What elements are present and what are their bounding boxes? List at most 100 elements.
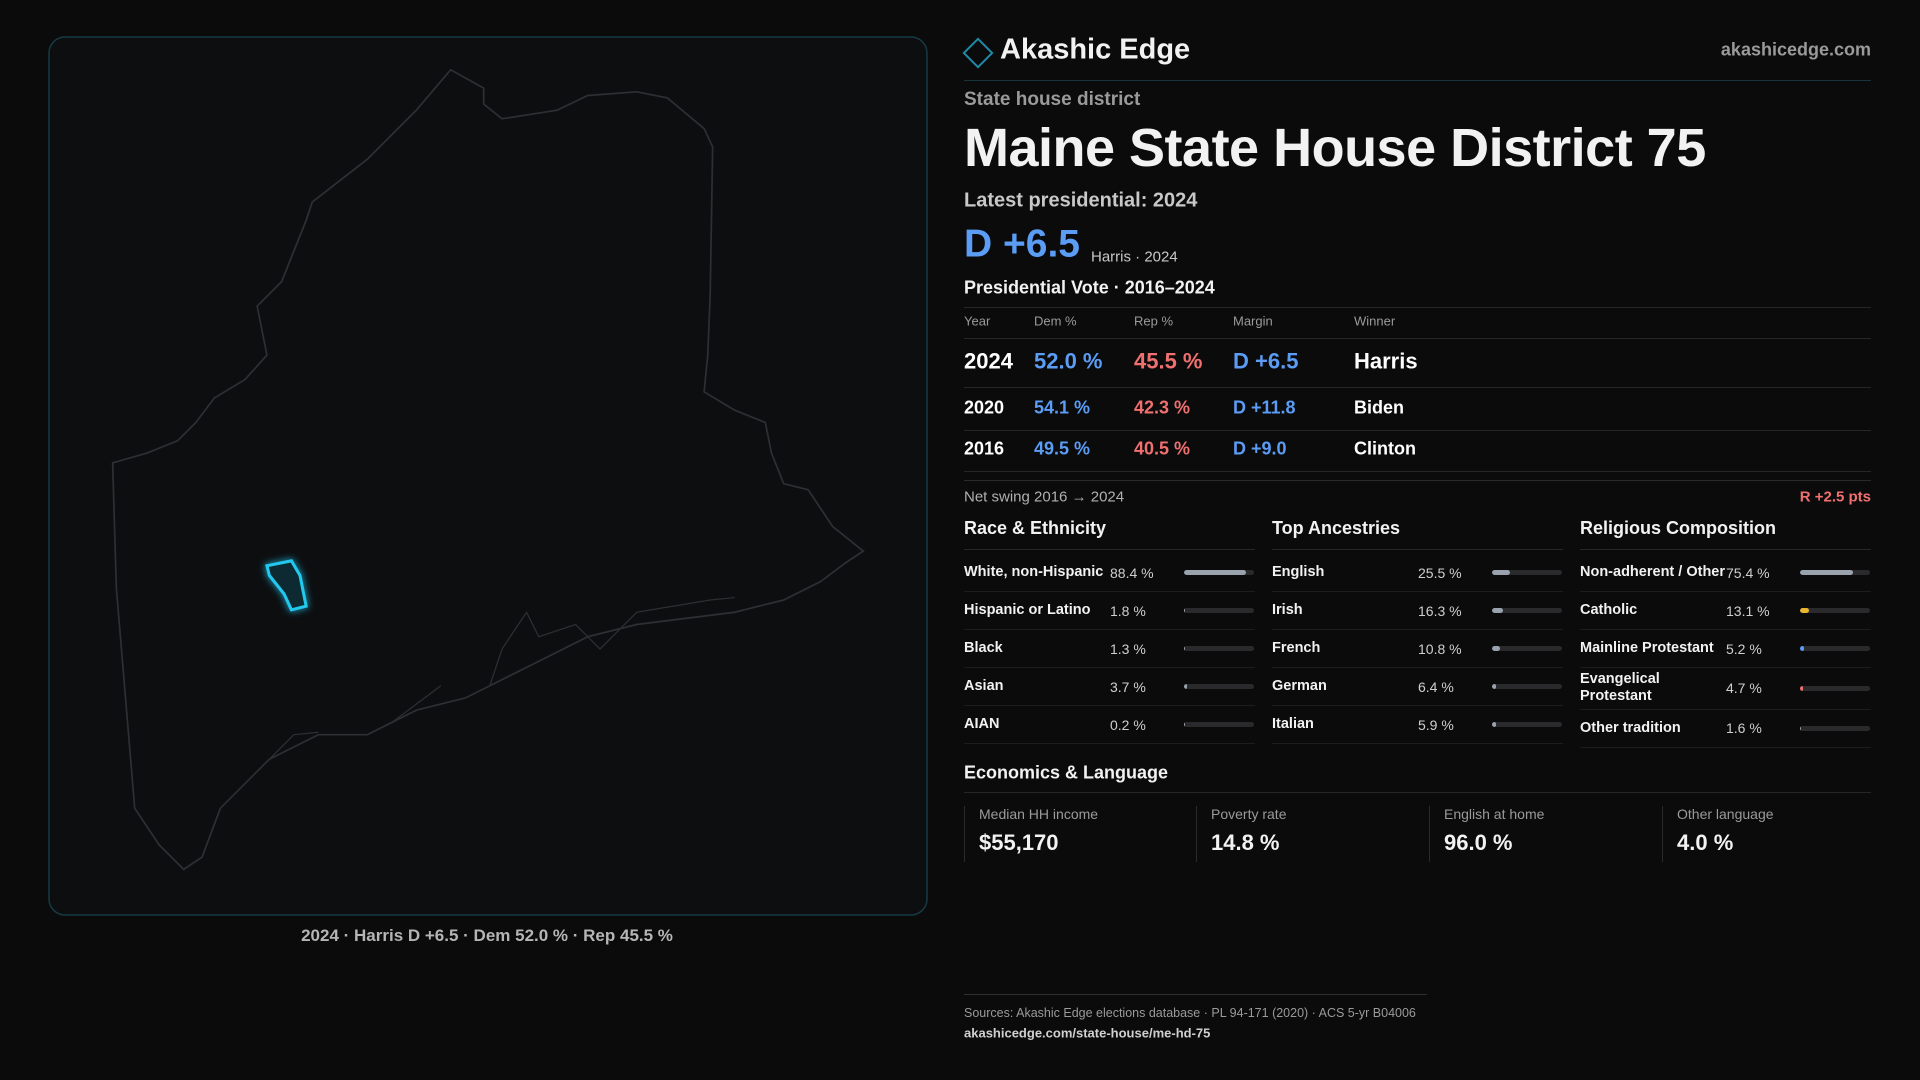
stat-label: English [1272,563,1325,580]
econ-card: Poverty rate 14.8 % [1196,806,1411,862]
stat-row: Mainline Protestant 5.2 % [1580,630,1871,668]
district-highlight [265,559,308,612]
bar [1184,608,1186,613]
table-cell: Biden [1354,397,1405,418]
stat-row: German 6.4 % [1272,668,1563,706]
site[interactable]: akashicedge.com [1720,39,1871,60]
bar-track [1492,646,1562,651]
bar-track [1492,570,1562,575]
stat-value: 5.2 % [1726,640,1762,657]
divider [964,80,1871,81]
bar-track [1492,608,1562,613]
url[interactable]: akashicedge.com/state-house/me-hd-75 [964,1025,1211,1041]
econ-title: Economics & Language [964,762,1169,783]
stat-value: 4.7 % [1726,680,1762,697]
stat-label: White, non-Hispanic [964,563,1104,580]
ancestry-column: Top Ancestries English 25.5 % Irish 16.3 % Fr… [1272,518,1563,744]
table-cell: Clinton [1354,438,1416,459]
table-cell: 2020 [964,397,1005,418]
econ-value: $55,170 [979,830,1059,855]
map-caption: 2024 · Harris D +6.5 · Dem 52.0 % · Rep … [301,926,673,946]
bar-track [1800,646,1870,651]
stat-value: 25.5 % [1418,564,1462,581]
kind: State house district [964,89,1141,111]
stat-label: Other tradition [1580,719,1681,736]
stat-value: 16.3 % [1418,602,1462,619]
stat-row: English 25.5 % [1272,554,1563,592]
stat-value: 10.8 % [1418,640,1462,657]
stat-value: 1.3 % [1110,640,1146,657]
bar [1800,725,1802,731]
stat-value: 1.8 % [1110,602,1146,619]
stat-value: 75.4 % [1726,564,1770,581]
stat-label: Catholic [1580,601,1638,618]
stat-row: French 10.8 % [1272,630,1563,668]
bar-track [1800,608,1870,613]
bar-track [1184,646,1254,651]
column-header: Year [964,313,991,329]
bar-track [1492,722,1562,727]
table-cell: 45.5 % [1134,348,1203,374]
stat-label: Non-adherent / Other [1580,563,1726,580]
bar [1800,646,1804,651]
table-cell: 54.1 % [1034,397,1091,418]
stat-row: Black 1.3 % [964,630,1255,668]
econ-card: Other language 4.0 % [1662,806,1877,862]
bar [1800,570,1853,575]
econ-label: Poverty rate [1211,806,1287,822]
stat-row: Other tradition 1.6 % [1580,710,1871,748]
stat-value: 13.1 % [1726,602,1770,619]
stat-label: French [1272,639,1321,656]
race-column: Race & Ethnicity White, non-Hispanic 88.4 … [964,518,1255,744]
stat-row: Hispanic or Latino 1.8 % [964,592,1255,630]
section-title: Top Ancestries [1272,518,1563,550]
econ-label: Median HH income [979,806,1099,822]
column-header: Margin [1233,313,1273,329]
sources: Sources: Akashic Edge elections database… [964,1005,1416,1020]
stat-row: Irish 16.3 % [1272,592,1563,630]
table-cell: D +11.8 [1233,397,1296,418]
stat-value: 3.7 % [1110,678,1146,695]
stat-label: Asian [964,677,1004,694]
econ-value: 96.0 % [1444,830,1513,855]
table-rule [964,387,1871,388]
divider [964,994,1427,995]
table-cell: 52.0 % [1034,348,1103,374]
bar [1492,722,1497,727]
latest: Latest presidential: 2024 [964,189,1198,212]
district-title: Maine State House District 75 [964,117,1706,178]
bar [1800,685,1804,691]
bar-track [1184,608,1254,613]
bar-track [1184,570,1254,575]
stat-label: Italian [1272,715,1314,732]
table-cell: 49.5 % [1034,438,1091,459]
econ-card: Median HH income $55,170 [964,806,1179,862]
logo-icon [962,37,994,69]
bar-track [1800,725,1870,731]
bar [1492,684,1497,689]
econ-card: English at home 96.0 % [1429,806,1644,862]
stat-value: 0.2 % [1110,716,1146,733]
stat-value: 88.4 % [1110,564,1154,581]
state-outline [111,68,865,871]
section-title: Religious Composition [1580,518,1871,550]
stat-row: White, non-Hispanic 88.4 % [964,554,1255,592]
table-cell: 42.3 % [1134,397,1191,418]
bar-track [1184,722,1254,727]
bar [1184,646,1185,651]
brand: Akashic Edge [1000,33,1191,66]
bar-track [1800,685,1870,691]
margin: D +6.5 [964,222,1080,266]
coastline [268,596,735,760]
stat-row: Catholic 13.1 % [1580,592,1871,630]
bar [1800,608,1810,613]
econ-label: English at home [1444,806,1545,822]
table-cell: 40.5 % [1134,438,1191,459]
econ-value: 4.0 % [1677,830,1734,855]
table-cell: 2016 [964,438,1005,459]
stat-row: Asian 3.7 % [964,668,1255,706]
stat-row: Evangelical Protestant 4.7 % [1580,668,1871,710]
bar-track [1800,570,1870,575]
